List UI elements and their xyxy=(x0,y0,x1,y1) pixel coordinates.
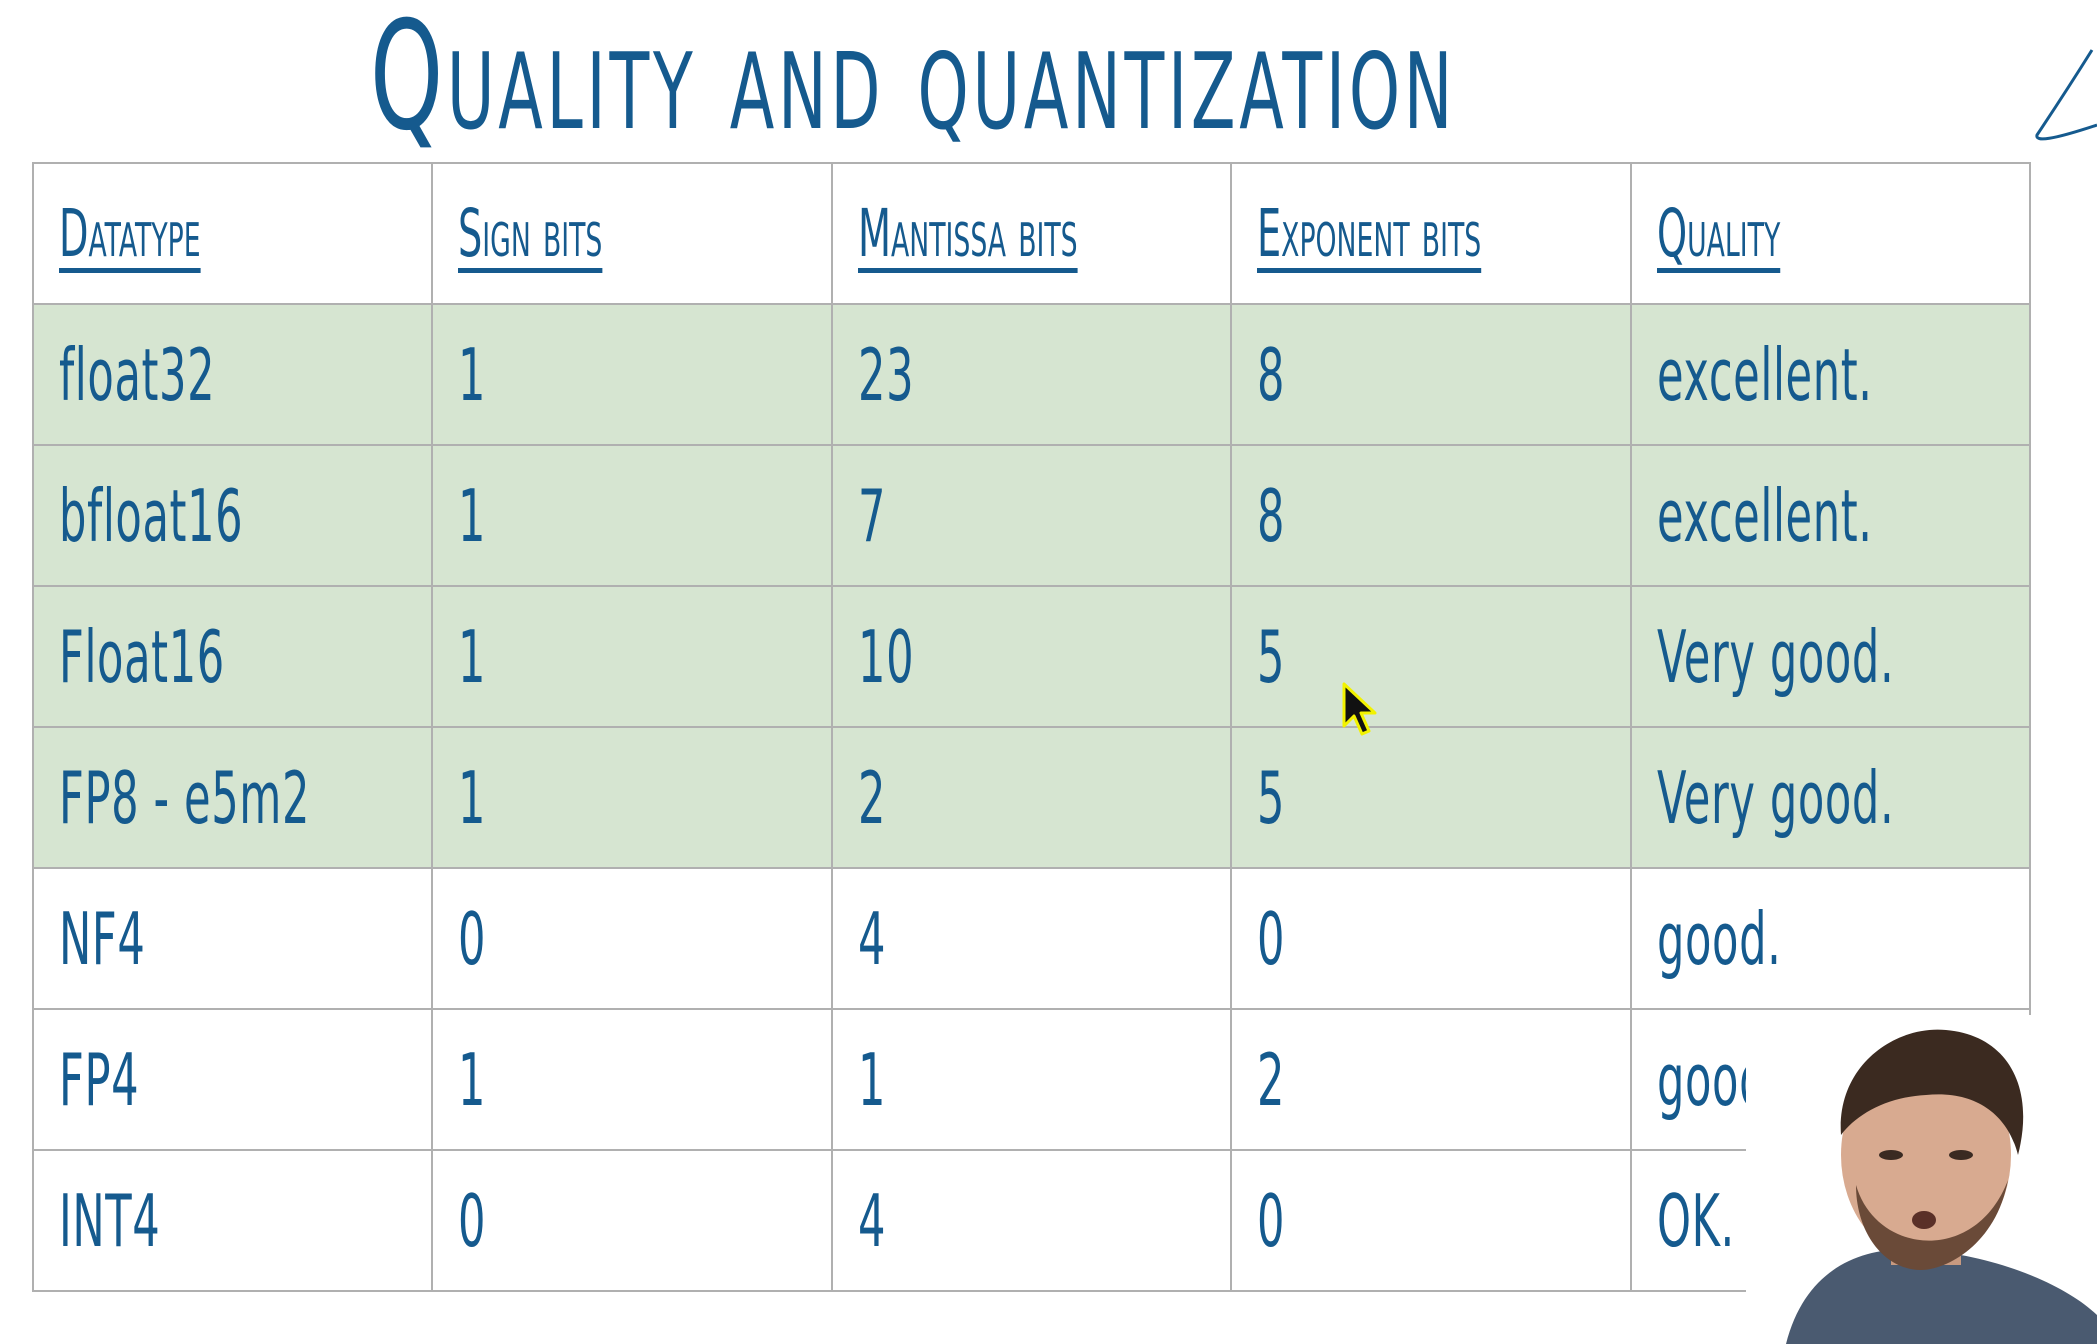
cell-quality: Very good. xyxy=(1629,585,2032,728)
header-quality: Quality xyxy=(1629,162,2032,305)
table-row: NF4 0 4 0 good. xyxy=(31,867,2032,1010)
cell-datatype: FP8 - e5m2 xyxy=(31,726,434,869)
cell-exponent-bits: 5 xyxy=(1230,726,1632,869)
header-datatype: Datatype xyxy=(31,162,434,305)
table-row: float32 1 23 8 excellent. xyxy=(31,303,2032,446)
cell-datatype: Float16 xyxy=(31,585,434,728)
cell-exponent-bits: 2 xyxy=(1230,1008,1632,1151)
table-row: bfloat16 1 7 8 excellent. xyxy=(31,444,2032,587)
table-row: FP8 - e5m2 1 2 5 Very good. xyxy=(31,726,2032,869)
cell-datatype: float32 xyxy=(31,303,434,446)
cell-datatype: INT4 xyxy=(31,1149,434,1292)
cell-sign-bits: 1 xyxy=(431,303,833,446)
mouse-cursor-icon xyxy=(1342,682,1377,736)
cell-sign-bits: 1 xyxy=(431,1008,833,1151)
cell-exponent-bits: 0 xyxy=(1230,867,1632,1010)
cell-sign-bits: 1 xyxy=(431,726,833,869)
cell-exponent-bits: 8 xyxy=(1230,444,1632,587)
cell-mantissa-bits: 1 xyxy=(830,1008,1233,1151)
cell-mantissa-bits: 10 xyxy=(830,585,1233,728)
header-mantissa-bits: Mantissa bits xyxy=(830,162,1233,305)
cell-mantissa-bits: 7 xyxy=(830,444,1233,587)
cell-exponent-bits: 8 xyxy=(1230,303,1632,446)
presenter-avatar xyxy=(1746,1015,2097,1344)
cell-quality: excellent. xyxy=(1629,303,2032,446)
quantization-table: Datatype Sign bits Mantissa bits Exponen… xyxy=(31,162,2032,1292)
cell-sign-bits: 1 xyxy=(431,444,833,587)
cell-exponent-bits: 5 xyxy=(1230,585,1632,728)
cell-exponent-bits: 0 xyxy=(1230,1149,1632,1292)
cell-mantissa-bits: 23 xyxy=(830,303,1233,446)
cell-sign-bits: 0 xyxy=(431,867,833,1010)
header-exponent-bits: Exponent bits xyxy=(1230,162,1632,305)
table-body: float32 1 23 8 excellent. bfloat16 1 7 8… xyxy=(31,303,2032,1292)
cell-sign-bits: 1 xyxy=(431,585,833,728)
cell-sign-bits: 0 xyxy=(431,1149,833,1292)
presenter-webcam-overlay xyxy=(1746,1015,2097,1344)
cell-datatype: bfloat16 xyxy=(31,444,434,587)
handwritten-mark xyxy=(2035,49,2097,141)
cell-datatype: NF4 xyxy=(31,867,434,1010)
cell-quality: Very good. xyxy=(1629,726,2032,869)
table-row: FP4 1 1 2 good. xyxy=(31,1008,2032,1151)
cell-mantissa-bits: 4 xyxy=(830,1149,1233,1292)
cell-quality: excellent. xyxy=(1629,444,2032,587)
cell-quality: good. xyxy=(1629,867,2032,1010)
table-row: Float16 1 10 5 Very good. xyxy=(31,585,2032,728)
cell-mantissa-bits: 4 xyxy=(830,867,1233,1010)
cell-mantissa-bits: 2 xyxy=(830,726,1233,869)
table-row: INT4 0 4 0 OK. xyxy=(31,1149,2032,1292)
header-sign-bits: Sign bits xyxy=(431,162,833,305)
page-title: Quality and quantization xyxy=(370,0,1457,164)
cell-datatype: FP4 xyxy=(31,1008,434,1151)
table-header-row: Datatype Sign bits Mantissa bits Exponen… xyxy=(31,162,2032,305)
